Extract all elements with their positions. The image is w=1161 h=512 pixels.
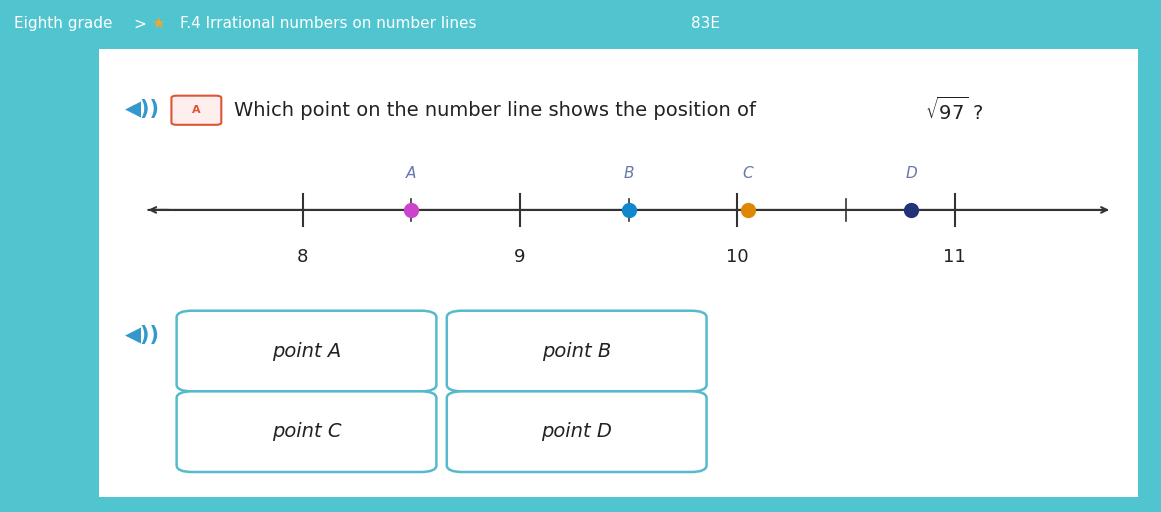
Text: >: >	[134, 16, 146, 31]
FancyBboxPatch shape	[447, 391, 707, 472]
Text: D: D	[906, 166, 917, 181]
Text: F.4 Irrational numbers on number lines: F.4 Irrational numbers on number lines	[180, 16, 476, 31]
Text: A: A	[192, 105, 201, 115]
Text: C: C	[743, 166, 753, 181]
Text: $\sqrt{97}$ ?: $\sqrt{97}$ ?	[925, 96, 983, 123]
Text: Which point on the number line shows the position of: Which point on the number line shows the…	[233, 100, 756, 119]
FancyBboxPatch shape	[447, 311, 707, 391]
Text: B: B	[623, 166, 634, 181]
Text: 10: 10	[726, 248, 749, 266]
Text: point C: point C	[272, 422, 341, 441]
Text: ◀)): ◀))	[124, 99, 160, 119]
FancyBboxPatch shape	[176, 311, 437, 391]
FancyBboxPatch shape	[172, 96, 222, 125]
Text: Eighth grade: Eighth grade	[14, 16, 113, 31]
Text: 11: 11	[943, 248, 966, 266]
Text: 9: 9	[514, 248, 526, 266]
Text: 8: 8	[297, 248, 309, 266]
Text: ◀)): ◀))	[124, 325, 160, 346]
Text: ★: ★	[151, 16, 165, 31]
Text: point B: point B	[542, 342, 612, 360]
FancyBboxPatch shape	[94, 47, 1142, 499]
Text: point D: point D	[541, 422, 612, 441]
FancyBboxPatch shape	[176, 391, 437, 472]
Text: point A: point A	[272, 342, 341, 360]
Text: 83E: 83E	[691, 16, 720, 31]
Text: A: A	[406, 166, 417, 181]
